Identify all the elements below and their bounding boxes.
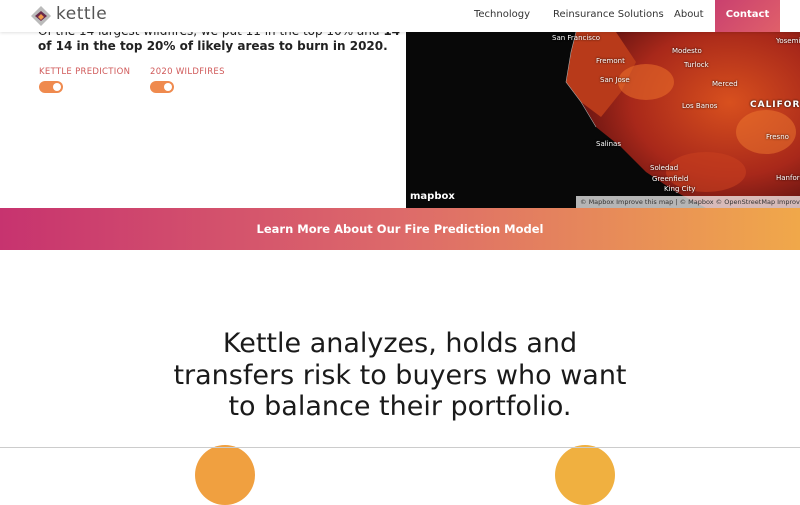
- logo-icon: [31, 6, 51, 26]
- intro-line: of 14 in the top 20% of likely areas to …: [38, 39, 388, 53]
- logo-text[interactable]: kettle: [56, 4, 108, 24]
- map-label: Soledad: [650, 164, 679, 172]
- nav-link[interactable]: About: [674, 9, 704, 20]
- nav-link[interactable]: Reinsurance Solutions: [553, 9, 664, 20]
- map-label: King City: [664, 185, 696, 193]
- toggle[interactable]: [150, 81, 174, 93]
- divider: [0, 447, 800, 448]
- map-label: Merced: [712, 80, 738, 88]
- map-label: Fresno: [766, 133, 789, 141]
- map[interactable]: San Francisco Fremont San Jose Modesto T…: [406, 32, 800, 208]
- decor-circle: [555, 445, 615, 505]
- nav-bar: kettle Technology Reinsurance Solutions …: [0, 0, 800, 32]
- map-label: Turlock: [684, 61, 709, 69]
- toggle-label: 2020 WILDFIRES: [150, 67, 225, 77]
- banner-link[interactable]: Learn More About Our Fire Prediction Mod…: [0, 208, 800, 250]
- decor-circle: [195, 445, 255, 505]
- nav-link[interactable]: Technology: [474, 9, 531, 20]
- map-label: San Francisco: [552, 34, 601, 42]
- contact-button[interactable]: Contact: [715, 0, 780, 32]
- mapbox-logo[interactable]: mapbox: [410, 191, 455, 202]
- map-heat: [565, 32, 800, 208]
- toggle[interactable]: [39, 81, 63, 93]
- map-label: Fremont: [596, 57, 625, 65]
- map-label: CALIFOR: [750, 100, 800, 110]
- map-label: Hanford: [776, 174, 800, 182]
- map-label: Greenfield: [652, 175, 689, 183]
- headline-line: transfers risk to buyers who want: [173, 360, 627, 391]
- map-label: Salinas: [596, 140, 621, 148]
- toggle-label: KETTLE PREDICTION: [39, 67, 131, 77]
- map-label: Los Banos: [682, 102, 718, 110]
- map-attribution[interactable]: © Mapbox Improve this map | © Mapbox © O…: [576, 196, 800, 208]
- map-label: San Jose: [600, 76, 630, 84]
- headline-line: Kettle analyzes, holds and: [222, 328, 578, 359]
- map-label: Yosemite: [776, 37, 800, 45]
- headline-line: to balance their portfolio.: [228, 391, 572, 422]
- map-label: Modesto: [672, 47, 702, 55]
